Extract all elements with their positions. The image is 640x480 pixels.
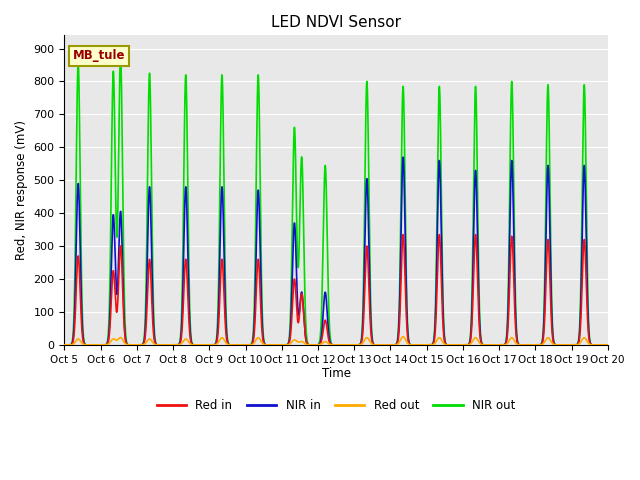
- Legend: Red in, NIR in, Red out, NIR out: Red in, NIR in, Red out, NIR out: [152, 394, 520, 416]
- X-axis label: Time: Time: [321, 367, 351, 381]
- Text: MB_tule: MB_tule: [72, 49, 125, 62]
- Title: LED NDVI Sensor: LED NDVI Sensor: [271, 15, 401, 30]
- Y-axis label: Red, NIR response (mV): Red, NIR response (mV): [15, 120, 28, 260]
